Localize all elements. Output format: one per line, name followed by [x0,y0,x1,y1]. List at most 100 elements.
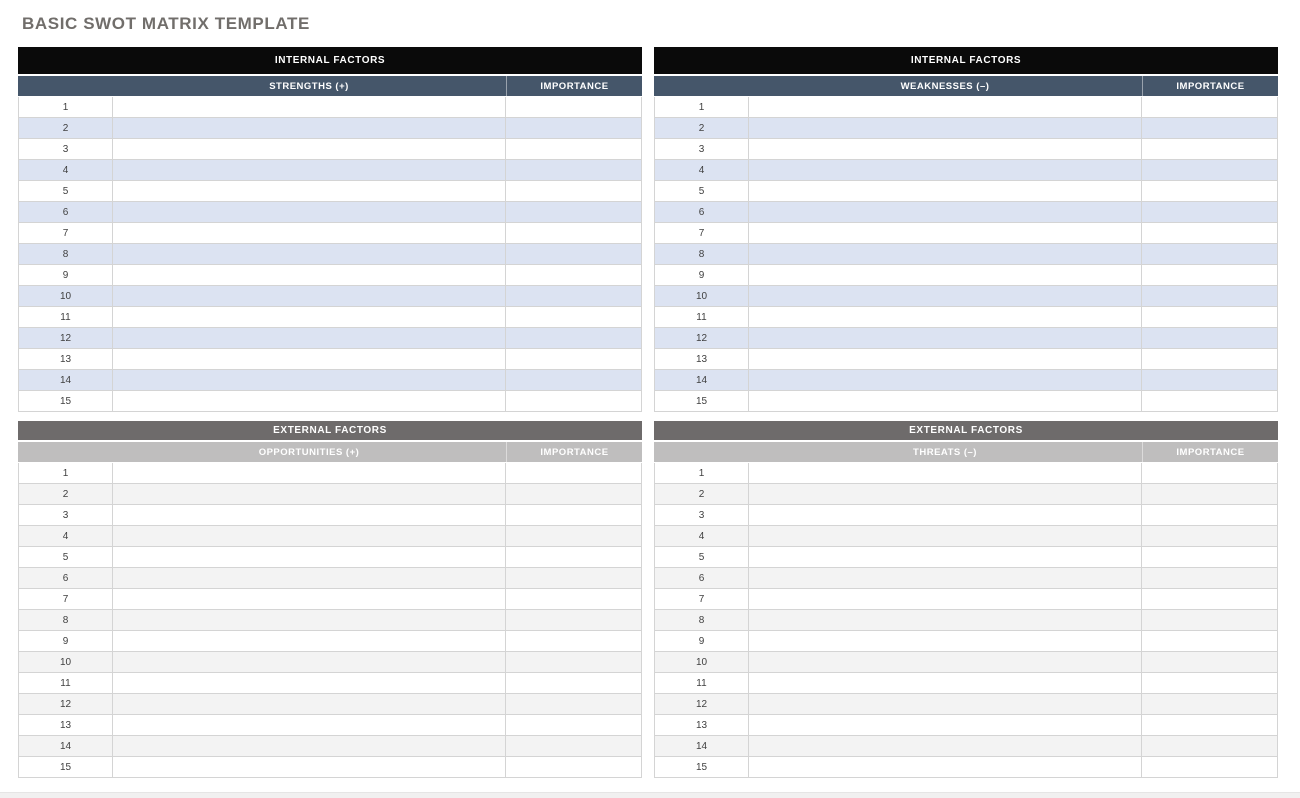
row-importance-cell[interactable] [1141,757,1277,777]
row-importance-cell[interactable] [505,736,641,756]
row-content-cell[interactable] [749,526,1141,546]
row-importance-cell[interactable] [505,715,641,735]
row-content-cell[interactable] [113,391,505,411]
row-importance-cell[interactable] [505,307,641,327]
row-content-cell[interactable] [113,568,505,588]
row-importance-cell[interactable] [1141,223,1277,243]
row-importance-cell[interactable] [1141,265,1277,285]
row-content-cell[interactable] [749,484,1141,504]
row-importance-cell[interactable] [1141,118,1277,138]
row-content-cell[interactable] [113,463,505,483]
row-content-cell[interactable] [749,265,1141,285]
row-content-cell[interactable] [749,652,1141,672]
row-content-cell[interactable] [749,118,1141,138]
row-content-cell[interactable] [113,181,505,201]
row-content-cell[interactable] [749,715,1141,735]
row-content-cell[interactable] [113,526,505,546]
row-importance-cell[interactable] [1141,463,1277,483]
row-content-cell[interactable] [749,223,1141,243]
row-content-cell[interactable] [749,370,1141,390]
row-content-cell[interactable] [113,631,505,651]
row-content-cell[interactable] [749,139,1141,159]
row-importance-cell[interactable] [505,610,641,630]
row-content-cell[interactable] [749,736,1141,756]
row-content-cell[interactable] [749,328,1141,348]
row-importance-cell[interactable] [505,463,641,483]
row-content-cell[interactable] [749,97,1141,117]
row-content-cell[interactable] [113,652,505,672]
row-content-cell[interactable] [113,139,505,159]
row-content-cell[interactable] [113,736,505,756]
row-importance-cell[interactable] [505,202,641,222]
row-importance-cell[interactable] [1141,160,1277,180]
row-importance-cell[interactable] [505,526,641,546]
row-importance-cell[interactable] [505,118,641,138]
row-content-cell[interactable] [113,694,505,714]
row-content-cell[interactable] [113,244,505,264]
row-importance-cell[interactable] [505,589,641,609]
row-content-cell[interactable] [113,349,505,369]
row-importance-cell[interactable] [505,484,641,504]
row-importance-cell[interactable] [505,391,641,411]
row-importance-cell[interactable] [1141,631,1277,651]
row-importance-cell[interactable] [505,97,641,117]
row-content-cell[interactable] [113,610,505,630]
row-content-cell[interactable] [749,286,1141,306]
row-content-cell[interactable] [113,286,505,306]
row-content-cell[interactable] [113,505,505,525]
row-content-cell[interactable] [113,484,505,504]
row-importance-cell[interactable] [1141,349,1277,369]
row-importance-cell[interactable] [505,673,641,693]
row-importance-cell[interactable] [505,244,641,264]
row-importance-cell[interactable] [505,547,641,567]
row-importance-cell[interactable] [505,181,641,201]
row-importance-cell[interactable] [1141,286,1277,306]
row-importance-cell[interactable] [1141,715,1277,735]
row-content-cell[interactable] [113,202,505,222]
row-content-cell[interactable] [749,160,1141,180]
row-content-cell[interactable] [749,349,1141,369]
row-importance-cell[interactable] [1141,139,1277,159]
row-importance-cell[interactable] [1141,736,1277,756]
row-importance-cell[interactable] [505,652,641,672]
row-importance-cell[interactable] [1141,547,1277,567]
row-content-cell[interactable] [749,694,1141,714]
row-importance-cell[interactable] [505,328,641,348]
row-importance-cell[interactable] [505,286,641,306]
row-importance-cell[interactable] [505,568,641,588]
row-importance-cell[interactable] [1141,97,1277,117]
row-content-cell[interactable] [749,202,1141,222]
row-content-cell[interactable] [749,307,1141,327]
row-importance-cell[interactable] [1141,652,1277,672]
row-importance-cell[interactable] [1141,505,1277,525]
row-importance-cell[interactable] [505,370,641,390]
row-content-cell[interactable] [749,244,1141,264]
row-importance-cell[interactable] [1141,391,1277,411]
row-content-cell[interactable] [113,118,505,138]
row-content-cell[interactable] [113,547,505,567]
row-content-cell[interactable] [749,391,1141,411]
row-content-cell[interactable] [749,505,1141,525]
row-importance-cell[interactable] [1141,484,1277,504]
row-importance-cell[interactable] [1141,694,1277,714]
row-content-cell[interactable] [749,463,1141,483]
row-content-cell[interactable] [113,160,505,180]
row-importance-cell[interactable] [505,757,641,777]
row-importance-cell[interactable] [505,694,641,714]
row-importance-cell[interactable] [1141,181,1277,201]
row-content-cell[interactable] [749,631,1141,651]
row-importance-cell[interactable] [505,139,641,159]
row-content-cell[interactable] [113,328,505,348]
row-content-cell[interactable] [113,673,505,693]
row-importance-cell[interactable] [1141,568,1277,588]
row-content-cell[interactable] [113,757,505,777]
row-content-cell[interactable] [749,181,1141,201]
row-importance-cell[interactable] [505,223,641,243]
row-importance-cell[interactable] [505,265,641,285]
row-content-cell[interactable] [113,307,505,327]
row-content-cell[interactable] [749,673,1141,693]
row-importance-cell[interactable] [1141,202,1277,222]
row-content-cell[interactable] [749,568,1141,588]
row-importance-cell[interactable] [1141,244,1277,264]
row-content-cell[interactable] [113,223,505,243]
